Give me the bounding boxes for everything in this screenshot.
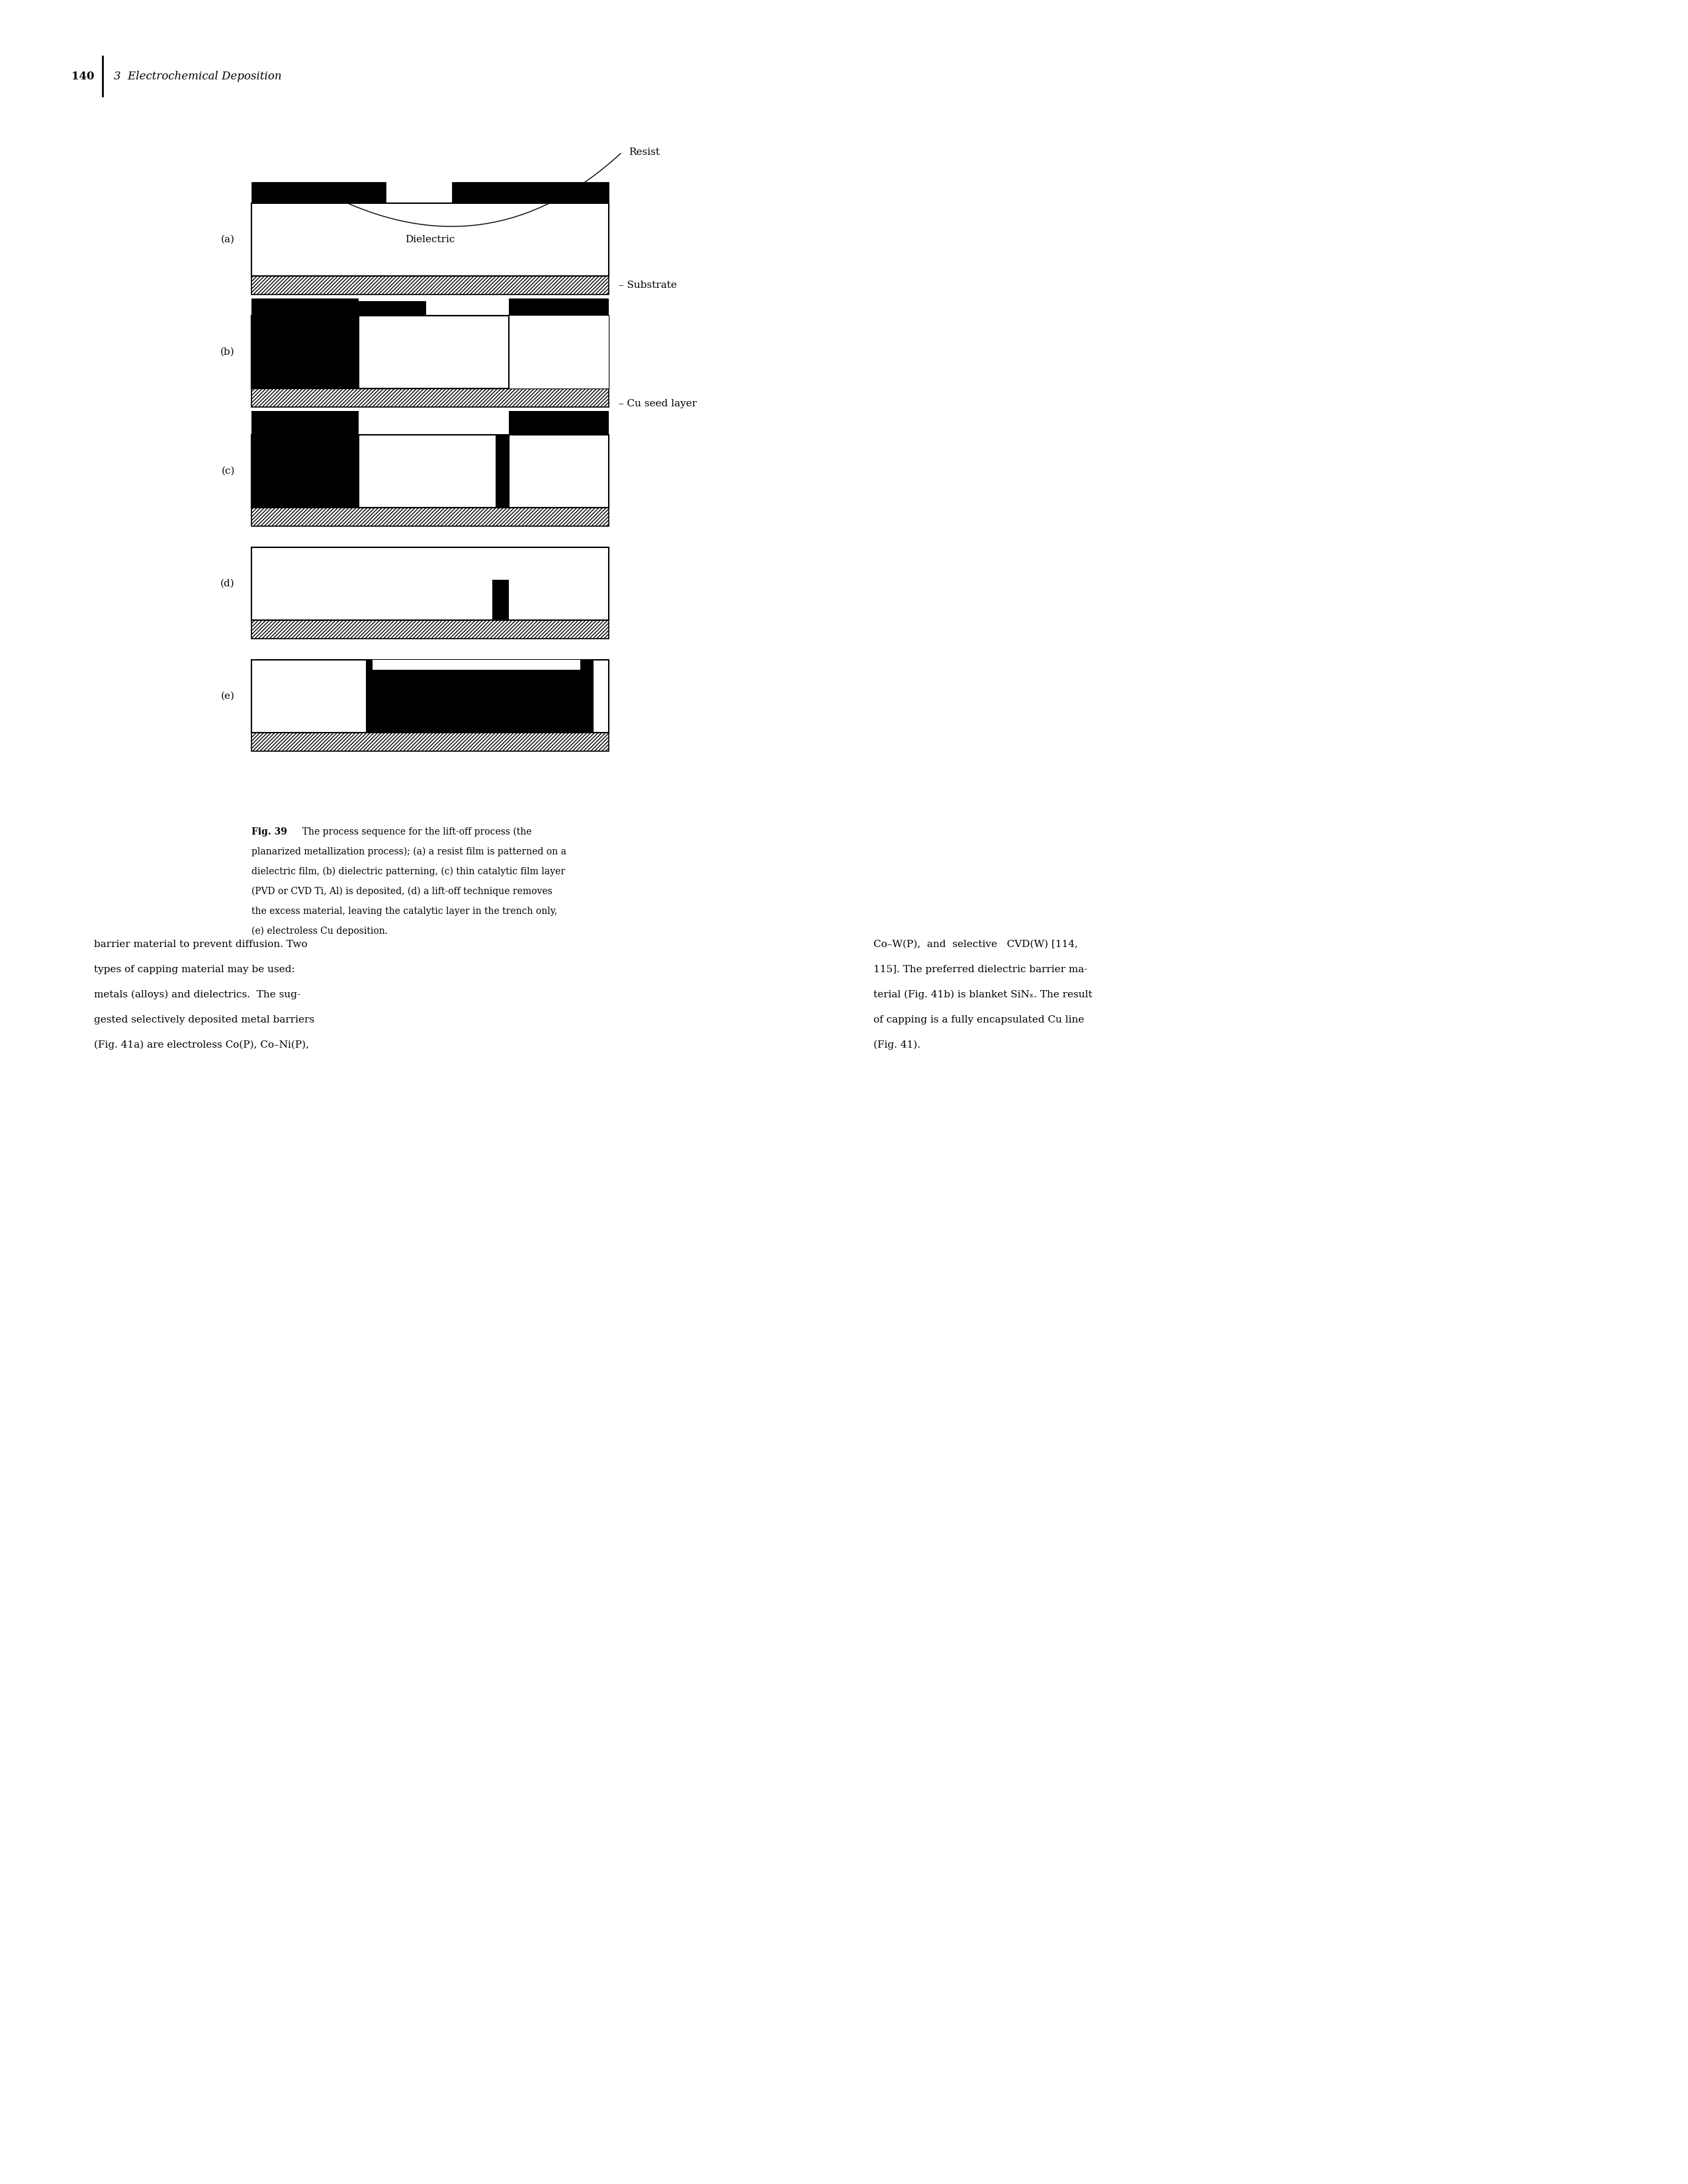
Bar	[252, 620, 609, 638]
Bar	[252, 507, 609, 526]
Bar	[252, 389, 609, 406]
Bar	[252, 660, 609, 732]
Bar	[496, 435, 508, 507]
Bar	[358, 435, 508, 507]
Bar	[493, 581, 508, 620]
Text: (e) electroless Cu deposition.: (e) electroless Cu deposition.	[252, 926, 388, 937]
Text: 140: 140	[71, 70, 95, 81]
Text: Resist: Resist	[628, 149, 660, 157]
Text: metals (alloys) and dielectrics.  The sug-: metals (alloys) and dielectrics. The sug…	[95, 989, 300, 1000]
Bar	[252, 299, 358, 389]
Text: gested selectively deposited metal barriers: gested selectively deposited metal barri…	[95, 1016, 314, 1024]
Bar	[252, 203, 609, 275]
Text: Dielectric: Dielectric	[405, 236, 456, 245]
Text: (Fig. 41).: (Fig. 41).	[873, 1040, 920, 1051]
Bar	[252, 317, 609, 389]
Text: – Cu seed layer: – Cu seed layer	[619, 400, 697, 408]
Text: planarized metallization process); (a) a resist film is patterned on a: planarized metallization process); (a) a…	[252, 847, 567, 856]
Text: (PVD or CVD Ti, Al) is deposited, (d) a lift-off technique removes: (PVD or CVD Ti, Al) is deposited, (d) a …	[252, 887, 552, 895]
Bar	[358, 317, 508, 389]
Bar	[358, 317, 609, 389]
Bar	[508, 299, 609, 317]
Text: 3  Electrochemical Deposition: 3 Electrochemical Deposition	[113, 70, 282, 81]
Bar	[373, 660, 581, 670]
Text: (c): (c)	[221, 467, 235, 476]
Text: – Substrate: – Substrate	[619, 280, 677, 290]
Text: dielectric film, (b) dielectric patterning, (c) thin catalytic film layer: dielectric film, (b) dielectric patterni…	[252, 867, 565, 876]
Bar	[252, 299, 358, 317]
Bar	[252, 317, 358, 389]
Bar	[252, 301, 425, 317]
Text: the excess material, leaving the catalytic layer in the trench only,: the excess material, leaving the catalyt…	[252, 906, 557, 915]
Text: The process sequence for the lift-off process (the: The process sequence for the lift-off pr…	[297, 828, 532, 836]
Bar	[452, 181, 609, 203]
Bar	[366, 660, 594, 732]
Text: (a): (a)	[221, 236, 235, 245]
Text: types of capping material may be used:: types of capping material may be used:	[95, 965, 295, 974]
Bar	[252, 275, 609, 295]
Bar	[252, 411, 358, 507]
Text: (Fig. 41a) are electroless Co(P), Co–Ni(P),: (Fig. 41a) are electroless Co(P), Co–Ni(…	[95, 1040, 309, 1051]
Text: terial (Fig. 41b) is blanket SiNₓ. The result: terial (Fig. 41b) is blanket SiNₓ. The r…	[873, 989, 1092, 1000]
Bar	[252, 317, 609, 389]
Text: (e): (e)	[221, 692, 235, 701]
Bar	[252, 181, 385, 203]
Bar	[252, 732, 609, 751]
Text: of capping is a fully encapsulated Cu line: of capping is a fully encapsulated Cu li…	[873, 1016, 1084, 1024]
Bar	[508, 411, 609, 435]
Bar	[358, 435, 508, 507]
Text: (b): (b)	[221, 347, 235, 356]
Bar	[252, 435, 609, 507]
Text: barrier material to prevent diffusion. Two: barrier material to prevent diffusion. T…	[95, 939, 307, 950]
Text: Fig. 39: Fig. 39	[252, 828, 287, 836]
Bar	[252, 317, 609, 389]
Bar	[508, 301, 609, 317]
Text: 115]. The preferred dielectric barrier ma-: 115]. The preferred dielectric barrier m…	[873, 965, 1087, 974]
Bar	[252, 548, 609, 620]
Text: (d): (d)	[221, 579, 235, 587]
Bar	[358, 317, 508, 389]
Text: Co–W(P),  and  selective   CVD(W) [114,: Co–W(P), and selective CVD(W) [114,	[873, 939, 1079, 950]
